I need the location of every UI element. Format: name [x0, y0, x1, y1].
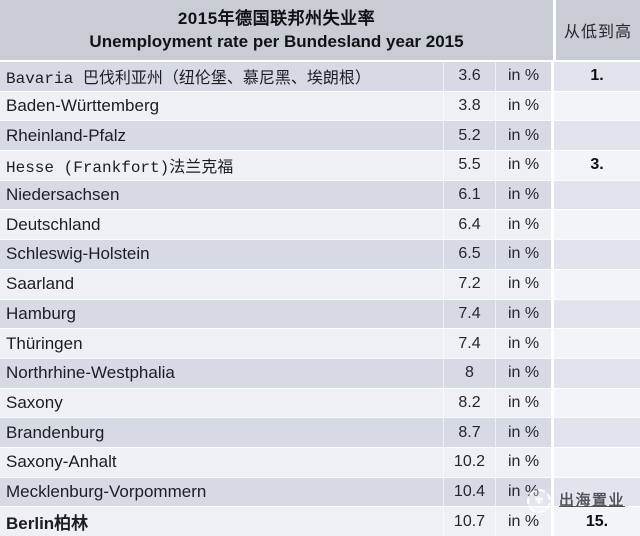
state-name-cell: Saarland	[6, 274, 75, 294]
state-name-cell: Northrhine-Westphalia	[6, 363, 175, 383]
state-name-cell: Mecklenburg-Vorpommern	[6, 481, 207, 501]
rate-value-cell: 8	[443, 358, 495, 388]
rank-cell	[551, 180, 640, 210]
table-title-cell: 2015年德国联邦州失业率 Unemployment rate per Bund…	[0, 0, 553, 60]
unit-cell: in %	[495, 418, 551, 447]
table-header-row: 2015年德国联邦州失业率 Unemployment rate per Bund…	[0, 0, 640, 62]
rate-value-cell: 7.2	[443, 269, 495, 299]
rate-value-cell: 5.5	[443, 151, 495, 180]
state-name-cell: Thüringen	[6, 333, 83, 353]
rate-value-cell: 6.1	[443, 180, 495, 210]
rate-value-cell: 10.4	[443, 477, 495, 507]
table-body: Bavaria 巴伐利亚州（纽伦堡、慕尼黑、埃朗根） 3.6 in % 1. Baden…	[0, 62, 640, 536]
watermark-logo-icon: ✾	[527, 489, 551, 513]
rate-value-cell: 3.6	[443, 62, 495, 91]
table-row: Niedersachsen 6.1 in %	[0, 179, 640, 210]
state-name-cell: Saxony-Anhalt	[6, 452, 117, 472]
rate-value-cell: 7.4	[443, 329, 495, 358]
table-row: Saarland 7.2 in %	[0, 268, 640, 299]
state-name-cell: Baden-Württemberg	[6, 96, 160, 116]
rate-value-cell: 6.4	[443, 210, 495, 240]
unit-cell: in %	[495, 507, 551, 536]
unit-cell: in %	[495, 299, 551, 329]
table-row: Hesse (Frankfort)法兰克福 5.5 in % 3.	[0, 150, 640, 180]
watermark: ✾ 出海置业	[527, 489, 625, 513]
rank-header-cell: 从低到高	[553, 0, 640, 60]
rank-cell	[551, 299, 640, 329]
table-row: Saxony-Anhalt 10.2 in %	[0, 446, 640, 477]
table-row: Schleswig-Holstein 6.5 in %	[0, 239, 640, 269]
table-title-chinese: 2015年德国联邦州失业率	[177, 9, 376, 28]
rank-cell	[551, 447, 640, 477]
table-row: Baden-Württemberg 3.8 in %	[0, 90, 640, 121]
unit-cell: in %	[495, 329, 551, 358]
rate-value-cell: 6.5	[443, 240, 495, 269]
rank-cell	[551, 121, 640, 151]
state-name-cell: Hesse (Frankfort)法兰克福	[6, 159, 234, 178]
state-name-cell: Rheinland-Pfalz	[6, 125, 127, 145]
rank-cell	[551, 477, 640, 507]
rate-value-cell: 8.7	[443, 418, 495, 447]
rank-cell	[551, 91, 640, 121]
rank-cell	[551, 240, 640, 269]
unit-cell: in %	[495, 91, 551, 121]
state-name-cell: Schleswig-Holstein	[6, 244, 150, 264]
state-name-cell: Niedersachsen	[6, 185, 120, 205]
rank-cell	[551, 388, 640, 418]
unit-cell: in %	[495, 210, 551, 240]
unit-cell: in %	[495, 180, 551, 210]
rank-cell	[551, 329, 640, 358]
state-name-cell: Hamburg	[6, 303, 76, 323]
table-row: Northrhine-Westphalia 8 in %	[0, 357, 640, 388]
rank-cell: 1.	[551, 62, 640, 91]
rank-cell	[551, 269, 640, 299]
state-name-cell: Saxony	[6, 392, 63, 412]
unit-cell: in %	[495, 447, 551, 477]
rank-cell: 3.	[551, 151, 640, 180]
table-title-english: Unemployment rate per Bundesland year 20…	[89, 32, 464, 51]
unit-cell: in %	[495, 240, 551, 269]
state-name-cell: Deutschland	[6, 214, 101, 234]
rank-cell	[551, 418, 640, 447]
table-row: Brandenburg 8.7 in %	[0, 417, 640, 447]
rate-value-cell: 3.8	[443, 91, 495, 121]
rate-value-cell: 7.4	[443, 299, 495, 329]
state-name-cell: Berlin柏林	[6, 514, 89, 534]
rate-value-cell: 10.2	[443, 447, 495, 477]
table-row: Thüringen 7.4 in %	[0, 328, 640, 358]
table-row: Rheinland-Pfalz 5.2 in %	[0, 120, 640, 151]
rank-cell	[551, 358, 640, 388]
rate-value-cell: 8.2	[443, 388, 495, 418]
unit-cell: in %	[495, 358, 551, 388]
state-name-cell: Bavaria 巴伐利亚州（纽伦堡、慕尼黑、埃朗根）	[6, 70, 371, 89]
watermark-brand-text: 出海置业	[559, 492, 626, 509]
state-name-cell: Brandenburg	[6, 422, 105, 442]
table-row: Deutschland 6.4 in %	[0, 209, 640, 240]
rate-value-cell: 10.7	[443, 507, 495, 536]
rank-cell	[551, 210, 640, 240]
table-row: Saxony 8.2 in %	[0, 387, 640, 418]
rank-cell: 15.	[551, 507, 640, 536]
table-row: Berlin柏林 10.7 in % 15.	[0, 506, 640, 536]
table-row: Hamburg 7.4 in %	[0, 298, 640, 329]
unit-cell: in %	[495, 62, 551, 91]
unit-cell: in %	[495, 388, 551, 418]
rank-header-label: 从低到高	[563, 24, 632, 41]
table-row: Bavaria 巴伐利亚州（纽伦堡、慕尼黑、埃朗根） 3.6 in % 1.	[0, 62, 640, 91]
unit-cell: in %	[495, 269, 551, 299]
rate-value-cell: 5.2	[443, 121, 495, 151]
unit-cell: in %	[495, 151, 551, 180]
unit-cell: in %	[495, 121, 551, 151]
